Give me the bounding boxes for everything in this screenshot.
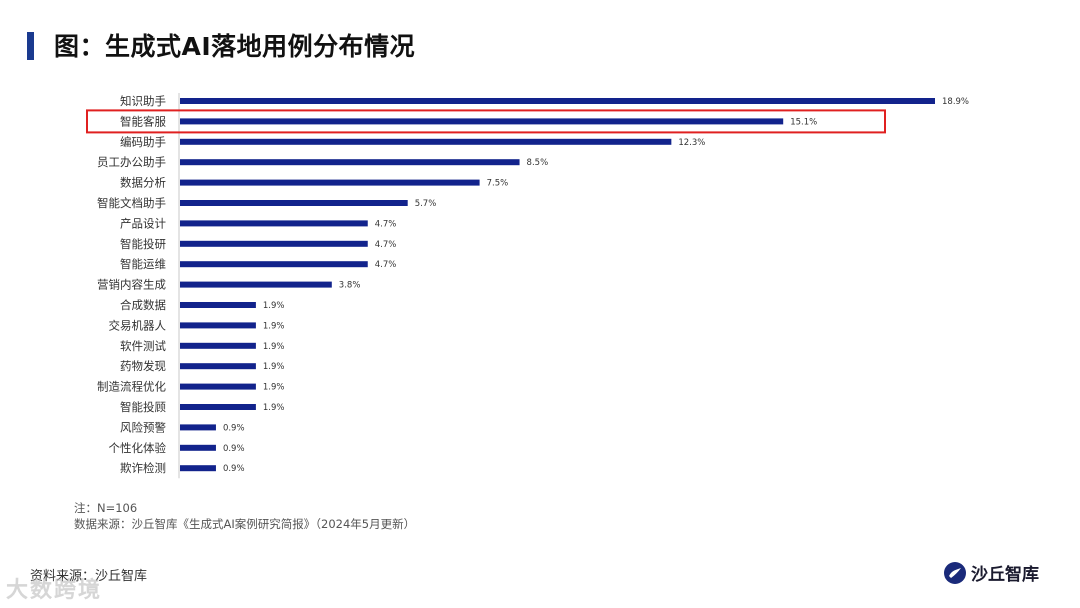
bar [180, 179, 480, 186]
value-label: 5.7% [415, 199, 437, 209]
category-label: 软件测试 [120, 339, 166, 353]
value-label: 12.3% [678, 138, 705, 148]
chart-notes: 注：N=106 数据来源：沙丘智库《生成式AI案例研究简报》（2024年5月更新… [74, 500, 415, 532]
value-label: 18.9% [942, 97, 969, 107]
value-label: 15.1% [790, 117, 817, 127]
watermark: 大数跨境 [6, 578, 103, 603]
category-label: 员工办公助手 [97, 155, 166, 169]
category-label: 制造流程优化 [97, 380, 166, 394]
bar [180, 465, 216, 472]
category-label: 智能投顾 [120, 400, 166, 414]
value-label: 1.9% [263, 383, 285, 393]
bar [180, 444, 216, 451]
value-label: 1.9% [263, 342, 285, 352]
bar [180, 404, 256, 410]
bar [180, 118, 784, 125]
highlight-box [86, 109, 886, 134]
page-title: 图：生成式AI落地用例分布情况 [54, 32, 416, 61]
category-label: 智能投研 [120, 237, 166, 251]
title-accent-bar [27, 32, 34, 60]
value-label: 4.7% [375, 219, 397, 229]
bar [180, 138, 672, 145]
category-label: 数据分析 [120, 176, 166, 190]
bar [180, 159, 520, 166]
category-label: 合成数据 [120, 298, 166, 312]
value-label: 0.9% [223, 444, 245, 454]
value-label: 4.7% [375, 260, 397, 270]
category-label: 交易机器人 [109, 318, 167, 332]
bar [180, 220, 368, 227]
value-label: 1.9% [263, 301, 285, 311]
value-label: 1.9% [263, 321, 285, 331]
data-source-note: 数据来源：沙丘智库《生成式AI案例研究简报》（2024年5月更新） [74, 517, 416, 531]
sand-dune-logo-icon [944, 561, 966, 584]
bar [180, 302, 256, 308]
bar [180, 363, 256, 370]
value-label: 7.5% [487, 179, 509, 189]
bar-chart: 知识助手 18.9% 智能客服 15.1% 编码助手 12.3% 员工办公助手 8.5% 数据分… [86, 93, 969, 479]
value-label: 3.8% [339, 281, 361, 291]
bar [180, 281, 332, 288]
footer-source: 资料来源：沙丘智库 [30, 569, 148, 584]
category-label: 知识助手 [120, 94, 166, 108]
category-label: 编码助手 [120, 135, 166, 149]
bar [180, 322, 256, 329]
value-label: 0.9% [223, 464, 245, 474]
brand-logo: 沙丘智库 [944, 560, 1039, 585]
category-label: 营销内容生成 [97, 278, 166, 292]
category-label: 产品设计 [120, 216, 166, 230]
bar [180, 342, 256, 349]
value-label: 0.9% [223, 423, 245, 433]
category-label: 智能运维 [120, 257, 166, 271]
category-label: 智能文档助手 [97, 196, 166, 210]
bar [180, 98, 935, 104]
bar [180, 261, 368, 268]
value-label: 8.5% [527, 158, 549, 168]
bar [180, 240, 368, 247]
category-label: 智能客服 [120, 114, 166, 128]
category-label: 药物发现 [120, 359, 166, 373]
value-label: 4.7% [375, 240, 397, 250]
category-label: 欺诈检测 [120, 461, 166, 475]
logo-text: 沙丘智库 [971, 565, 1039, 585]
bar [180, 383, 256, 390]
category-label: 个性化体验 [109, 441, 167, 455]
category-label: 风险预警 [120, 420, 166, 434]
value-label: 1.9% [263, 403, 285, 413]
bar [180, 200, 408, 206]
sample-size-note: 注：N=106 [74, 501, 138, 515]
bar [180, 424, 216, 431]
value-label: 1.9% [263, 362, 285, 372]
